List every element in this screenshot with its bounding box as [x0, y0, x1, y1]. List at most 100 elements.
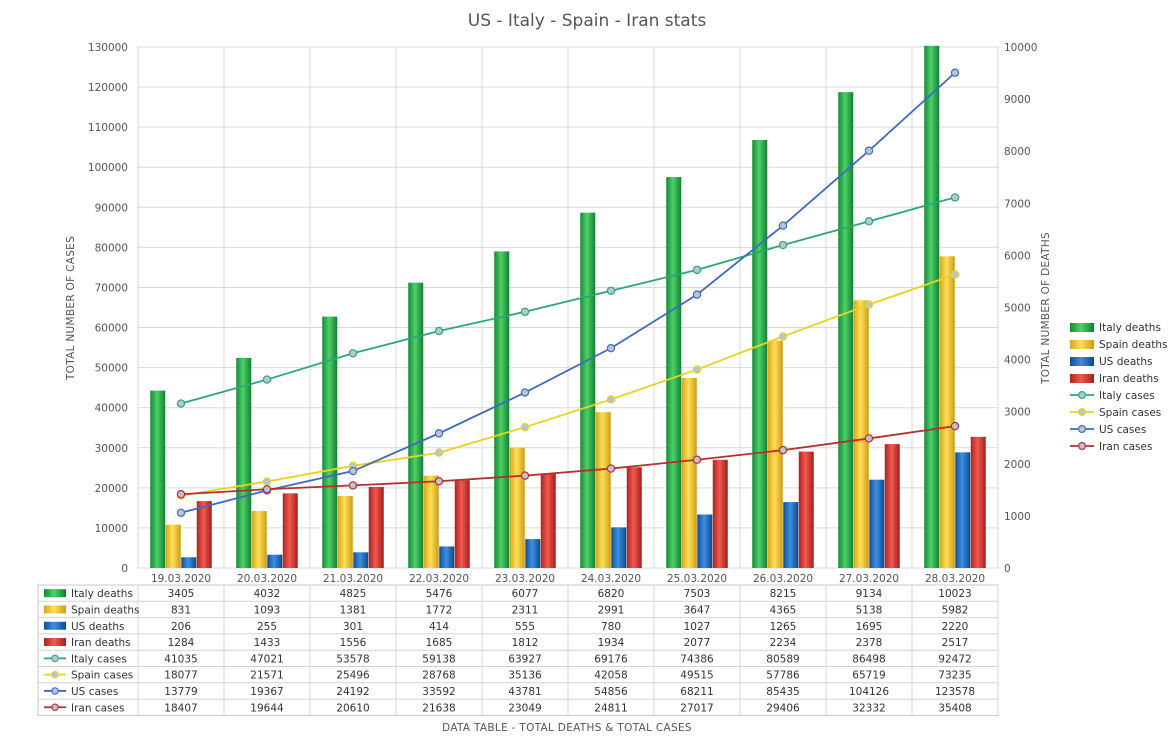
- table-cell-iran-deaths: 2234: [770, 637, 797, 649]
- table-cell-italy-deaths: 9134: [856, 588, 883, 600]
- bar-italy-deaths: [838, 92, 854, 569]
- left-axis-tick-label: 100000: [88, 162, 128, 174]
- point-iran-cases: [176, 490, 186, 499]
- table-cell-italy-deaths: 5476: [426, 588, 453, 600]
- point-spain-cases: [434, 448, 444, 457]
- table-cell-iran-cases: 24811: [594, 702, 627, 714]
- table-cell-iran-cases: 21638: [422, 702, 455, 714]
- bar-italy-deaths: [150, 390, 166, 568]
- point-iran-cases: [606, 464, 616, 473]
- table-cell-iran-deaths: 1934: [598, 637, 625, 649]
- table-cell-italy-cases: 92472: [938, 653, 971, 665]
- x-axis-tick-label: 22.03.2020: [409, 573, 469, 585]
- bar-us-deaths: [869, 479, 885, 568]
- legend-label-spain-deaths: Spain deaths: [1099, 339, 1167, 351]
- table-cell-us-cases: 104126: [849, 686, 889, 698]
- table-cell-us-deaths: 301: [343, 621, 363, 633]
- point-italy-cases: [692, 265, 702, 275]
- table-cell-us-cases: 24192: [336, 686, 369, 698]
- point-us-cases: [348, 466, 358, 476]
- left-axis-tick-label: 80000: [95, 242, 128, 254]
- table-cell-us-deaths: 780: [601, 621, 621, 633]
- right-axis-tick-label: 5000: [1004, 303, 1031, 315]
- legend-marker-iran-cases: [1077, 442, 1086, 451]
- table-cell-iran-cases: 32332: [852, 702, 885, 714]
- bar-spain-deaths: [853, 300, 869, 568]
- table-cell-italy-cases: 80589: [766, 653, 799, 665]
- table-cell-iran-deaths: 1556: [340, 637, 367, 649]
- right-axis-tick-label: 8000: [1004, 146, 1031, 158]
- bar-iran-deaths: [368, 486, 384, 568]
- table-swatch-iran-deaths: [44, 638, 66, 647]
- table-cell-spain-cases: 18077: [164, 670, 197, 682]
- table-row-label-us-cases: US cases: [71, 686, 118, 698]
- point-us-cases: [176, 508, 186, 517]
- table-cell-spain-cases: 25496: [336, 670, 370, 682]
- point-italy-cases: [606, 286, 616, 295]
- point-us-cases: [950, 68, 960, 77]
- bar-italy-deaths: [408, 282, 424, 568]
- bar-spain-deaths: [509, 447, 525, 568]
- left-axis-tick-label: 90000: [95, 202, 128, 214]
- bar-iran-deaths: [196, 501, 212, 568]
- table-cell-spain-cases: 73235: [938, 670, 971, 682]
- legend-label-us-deaths: US deaths: [1099, 356, 1153, 368]
- bars: [150, 45, 986, 569]
- table-cell-italy-deaths: 8215: [770, 588, 797, 600]
- table-cell-spain-deaths: 4365: [770, 604, 797, 616]
- point-us-cases: [692, 290, 702, 299]
- table-cell-us-deaths: 1265: [770, 621, 797, 633]
- bar-italy-deaths: [580, 212, 596, 569]
- table-cell-spain-deaths: 3647: [684, 604, 711, 616]
- right-axis-tick-label: 9000: [1004, 94, 1031, 106]
- bar-us-deaths: [611, 527, 627, 568]
- bar-italy-deaths: [924, 45, 940, 569]
- left-axis-tick-label: 120000: [88, 82, 128, 94]
- left-axis-tick-label: 40000: [95, 403, 128, 415]
- table-row-label-italy-cases: Italy cases: [71, 653, 127, 665]
- table-cell-iran-cases: 19644: [250, 702, 284, 714]
- table-cell-iran-deaths: 2378: [856, 637, 883, 649]
- bar-spain-deaths: [423, 475, 439, 568]
- point-iran-cases: [520, 471, 530, 480]
- table-cell-iran-deaths: 1284: [168, 637, 195, 649]
- right-axis-tick-label: 6000: [1004, 250, 1031, 262]
- table-cell-spain-deaths: 1381: [340, 604, 367, 616]
- left-axis-tick-label: 130000: [88, 42, 128, 54]
- table-cell-italy-deaths: 4825: [340, 588, 367, 600]
- bar-us-deaths: [267, 554, 283, 568]
- table-cell-italy-cases: 59138: [422, 653, 455, 665]
- table-cell-us-cases: 33592: [422, 686, 455, 698]
- table-cell-spain-cases: 28768: [422, 670, 455, 682]
- legend-swatch-italy-deaths: [1070, 323, 1094, 332]
- table-marker-iran-cases: [51, 703, 59, 711]
- x-axis-tick-label: 20.03.2020: [237, 573, 297, 585]
- left-axis-tick-label: 110000: [88, 122, 128, 134]
- left-axis-tick-label: 60000: [95, 323, 128, 335]
- left-axis-tick-label: 0: [121, 563, 128, 575]
- table-row-label-spain-cases: Spain cases: [71, 670, 133, 682]
- x-axis-tick-label: 27.03.2020: [839, 573, 899, 585]
- table-cell-us-deaths: 2220: [942, 621, 969, 633]
- bar-spain-deaths: [767, 340, 783, 568]
- bar-italy-deaths: [236, 357, 252, 568]
- table-cell-us-deaths: 206: [171, 621, 191, 633]
- table-cell-iran-deaths: 1812: [512, 637, 539, 649]
- bar-italy-deaths: [666, 177, 682, 569]
- bar-spain-deaths: [337, 496, 353, 568]
- point-spain-cases: [778, 332, 788, 341]
- line-iran-cases: [180, 425, 956, 496]
- bar-italy-deaths: [494, 251, 510, 568]
- point-spain-cases: [262, 477, 272, 486]
- legend-swatch-iran-deaths: [1070, 374, 1094, 383]
- table-cell-italy-cases: 86498: [852, 653, 885, 665]
- left-axis-tick-label: 70000: [95, 282, 128, 294]
- point-iran-cases: [692, 455, 702, 464]
- legend-label-spain-cases: Spain cases: [1099, 407, 1161, 419]
- point-spain-cases: [606, 395, 616, 404]
- table-cell-us-cases: 54856: [594, 686, 628, 698]
- data-table-title: DATA TABLE - TOTAL DEATHS & TOTAL CASES: [442, 722, 692, 734]
- table-cell-spain-cases: 49515: [680, 670, 713, 682]
- table-cell-italy-cases: 63927: [508, 653, 541, 665]
